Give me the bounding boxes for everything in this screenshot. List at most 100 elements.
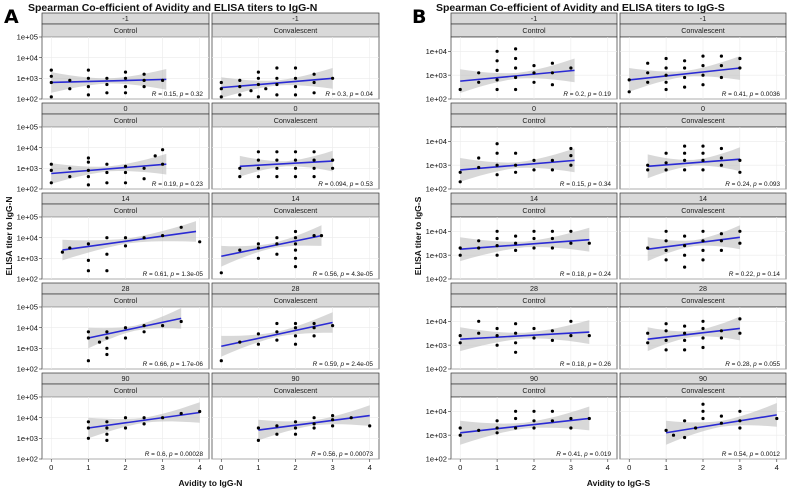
regression-line [460, 69, 575, 82]
data-point [86, 160, 90, 164]
x-tick-label: 3 [738, 463, 742, 472]
data-point [49, 168, 53, 172]
stat-p-value: = 2.4e-05 [344, 361, 373, 368]
data-point [683, 348, 687, 352]
correlation-label: R = 0.66, p = 1.7e-06 [143, 361, 204, 368]
data-point [514, 350, 518, 354]
data-point [701, 258, 705, 262]
data-point [331, 76, 335, 80]
regression-line [647, 158, 740, 168]
data-point [664, 428, 668, 432]
y-tick-label: 1e+05 [17, 33, 38, 42]
stat-p-value: = 1.7e-06 [174, 361, 203, 368]
data-point [719, 146, 724, 151]
facet-28-convalescent: 28 Convalescent R = 0.28, p = 0.055 [619, 282, 787, 370]
data-point [701, 402, 705, 406]
stat-r-value: = 0.3, [330, 91, 350, 98]
data-point [275, 330, 279, 334]
data-point [123, 426, 128, 430]
data-point [532, 419, 536, 423]
stat-r-symbol: R [311, 451, 316, 458]
data-point [153, 154, 157, 158]
y-tick-label: 1e+02 [426, 185, 447, 194]
x-axis-title: Avidity to IgG-S [587, 478, 651, 488]
panel-letter: B [412, 6, 426, 28]
data-point [495, 78, 499, 82]
data-point [701, 229, 705, 233]
stat-r-value: = 0.61, [147, 271, 170, 278]
data-point [275, 321, 279, 326]
data-point [293, 342, 298, 346]
data-point [495, 236, 499, 241]
data-point [238, 166, 242, 170]
data-point [495, 59, 499, 63]
regression-line [460, 331, 590, 340]
data-point [161, 416, 165, 420]
data-point [293, 256, 298, 260]
data-point [49, 68, 53, 72]
stat-r-value: = 0.094, [323, 181, 350, 188]
data-point [142, 166, 146, 170]
data-point [105, 438, 109, 442]
data-point [68, 175, 72, 179]
stat-p-value: = 0.26 [591, 361, 611, 368]
strip-day-label: 28 [292, 284, 300, 293]
data-point [458, 334, 462, 338]
stat-p-symbol: p [349, 181, 354, 188]
data-point [719, 64, 724, 68]
x-axis-title: Avidity to IgG-N [179, 478, 243, 488]
data-point [477, 80, 481, 84]
data-point [701, 345, 705, 350]
strip-group-label: Convalescent [681, 296, 725, 305]
stat-r-value: = 0.19, [156, 181, 179, 188]
y-tick-label: 1e+05 [17, 303, 38, 312]
strip-group-label: Convalescent [274, 116, 318, 125]
data-point [701, 336, 705, 340]
data-point [532, 229, 536, 233]
data-point [532, 246, 536, 250]
data-point [368, 424, 372, 428]
regression-line [88, 317, 182, 339]
correlation-label: R = 0.22, p = 0.14 [729, 271, 781, 278]
data-point [293, 265, 298, 269]
data-point [738, 317, 742, 321]
data-point [738, 409, 742, 413]
facet-14-control: 14 Control R = 0.61, p = 1.3e-05 1e+02 1e+03… [17, 192, 210, 284]
stat-p-symbol: p [749, 91, 754, 98]
data-point [238, 248, 242, 252]
data-point [477, 331, 481, 335]
y-tick-label: 1e+02 [17, 455, 38, 464]
data-point [161, 148, 165, 152]
data-point [664, 80, 668, 84]
data-point [532, 336, 536, 340]
data-point [256, 438, 260, 442]
data-point [477, 165, 481, 170]
stat-r-symbol: R [722, 451, 727, 458]
data-point [683, 331, 687, 335]
data-point [495, 244, 499, 248]
data-point [238, 78, 242, 82]
data-point [458, 341, 462, 345]
x-tick-label: 0 [219, 463, 223, 472]
data-point [738, 170, 742, 174]
stat-r-symbol: R [563, 91, 568, 98]
data-point [532, 64, 536, 68]
strip-group-label: Convalescent [274, 26, 318, 35]
facet--1-control: -1 Control R = 0.2, p = 0.19 1e+02 1e+03 1e+0… [426, 12, 618, 104]
correlation-label: R = 0.15, p = 0.34 [560, 181, 612, 188]
data-point [123, 170, 128, 175]
data-point [569, 334, 573, 338]
strip-group-label: Convalescent [681, 116, 725, 125]
stat-r-symbol: R [152, 91, 157, 98]
data-point [293, 85, 298, 89]
data-point [105, 269, 109, 273]
data-point [275, 82, 279, 87]
y-tick-label: 1e+03 [426, 431, 447, 440]
stat-r-symbol: R [318, 181, 323, 188]
data-point [683, 59, 687, 63]
data-point [275, 252, 279, 256]
correlation-label: R = 0.18, p = 0.24 [560, 271, 612, 278]
data-point [683, 151, 687, 155]
data-point [293, 432, 298, 436]
data-point [256, 426, 260, 430]
